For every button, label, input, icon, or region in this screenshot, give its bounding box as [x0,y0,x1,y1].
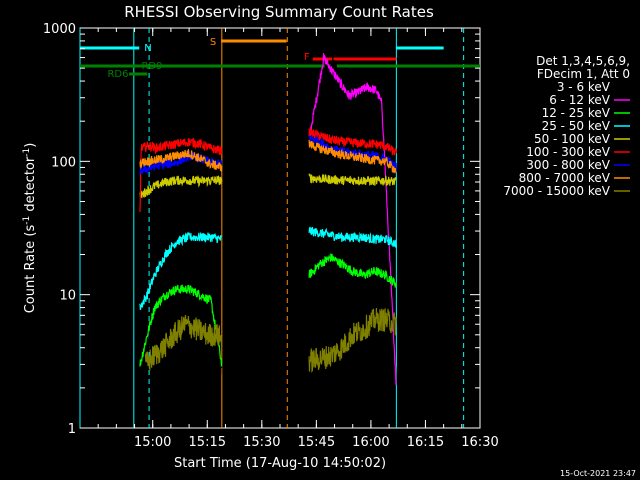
series-line-25-50-kev-1 [308,226,397,249]
legend-label-300-800-kev: 300 - 800 keV [526,158,610,172]
series-layer [139,53,397,386]
legend-label-12-25-kev: 12 - 25 keV [542,106,611,120]
y-axis-label: Count Rate (s-1 detector-1) [22,143,38,314]
x-tick-label-6: 16:30 [461,435,498,450]
state-label-f: F [304,52,310,63]
state-label-rd9: RD9 [141,61,162,72]
x-tick-label-2: 15:30 [243,435,280,450]
legend-label-100-300-kev: 100 - 300 keV [526,145,610,159]
series-line-100-300-kev-1 [308,127,397,156]
series-line-6-12-kev-0 [308,53,397,386]
vertical-markers [79,28,465,428]
series-line-12-25-kev-0 [139,284,223,367]
series-line-100-300-kev-0 [139,138,223,213]
legend-label-800-7000-kev: 800 - 7000 keV [519,171,611,185]
legend-label-25-50-kev: 25 - 50 keV [542,119,611,133]
y-axis-label-sup2: -1 [22,148,32,157]
y-tick-label-0: 1 [68,422,76,437]
y-axis-label-part2: detector [23,156,38,216]
y-axis-label-sup1: -1 [22,216,32,225]
legend-label-7000-15000-kev: 7000 - 15000 keV [503,184,610,198]
y-axis-label-part1: Count Rate (s [23,225,38,314]
x-tick-label-1: 15:15 [189,435,226,450]
x-tick-label-3: 15:45 [298,435,335,450]
x-tick-label-4: 16:00 [352,435,389,450]
y-tick-label-3: 1000 [43,22,76,37]
axes: 15:00 15:15 15:30 15:45 16:00 16:15 16:30 1 10 10… [43,22,499,450]
x-tick-label-0: 15:00 [134,435,171,450]
legend-label-50-100-kev: 50 - 100 keV [534,132,611,146]
legend-label-6-12-kev: 6 - 12 keV [549,93,611,107]
state-label-n: N [144,43,151,54]
y-tick-label-2: 100 [51,155,76,170]
series-line-7000-15000-kev-0 [144,315,223,371]
state-label-s: S [210,37,216,48]
series-line-800-7000-kev-0 [139,149,223,172]
series-line-50-100-kev-1 [308,173,397,187]
series-line-50-100-kev-0 [139,174,223,199]
legend-header-1: Det 1,3,4,5,6,9, [536,54,630,68]
x-axis-label: Start Time (17-Aug-10 14:50:02) [174,456,386,471]
chart-title: RHESSI Observing Summary Count Rates [124,3,434,21]
series-line-3-6-kev-1 [308,56,397,383]
state-bars: N S F RD9 RD6 [80,37,480,80]
series-line-800-7000-kev-1 [308,139,397,174]
y-tick-label-1: 10 [59,289,76,304]
state-label-rd6: RD6 [107,69,128,80]
series-line-25-50-kev-0 [139,232,222,311]
legend-header-2: FDecim 1, Att 0 [537,67,630,81]
x-tick-label-5: 16:15 [407,435,444,450]
timestamp: 15-Oct-2021 23:47 [560,469,636,478]
series-line-7000-15000-kev-1 [308,307,397,374]
legend: Det 1,3,4,5,6,9, FDecim 1, Att 0 3 - 6 k… [503,54,630,198]
y-axis-label-part3: ) [23,143,38,148]
series-line-12-25-kev-1 [308,253,397,288]
series-line-3-6-kev-0 [139,288,223,379]
legend-label-3-6-kev: 3 - 6 keV [557,80,611,94]
plot-frame [79,27,481,429]
